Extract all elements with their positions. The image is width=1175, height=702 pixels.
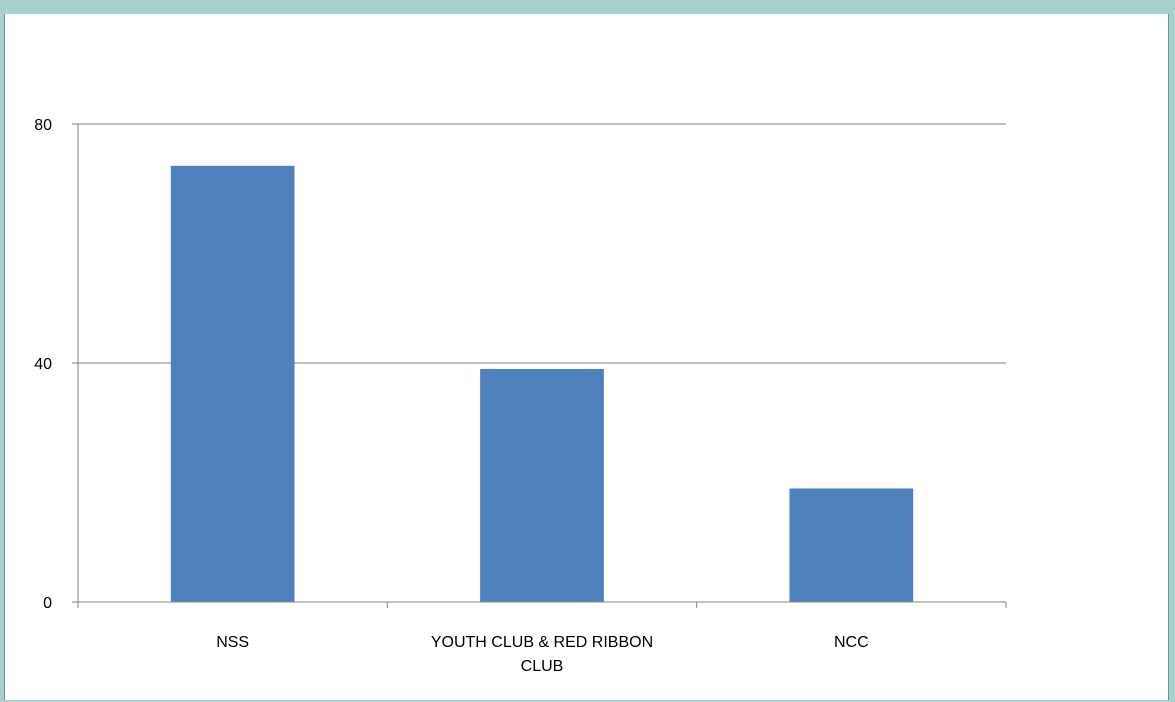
x-tick-label-0: NSS bbox=[216, 634, 249, 651]
bar-2 bbox=[789, 488, 914, 602]
x-tick-label-line: NSS bbox=[216, 634, 249, 651]
x-tick-label-line: NCC bbox=[834, 634, 869, 651]
y-tick-label-0: 0 bbox=[43, 595, 52, 612]
bar-chart: 0 40 80 NSS YOUTH CLUB & RED RIBBON CLUB NCC bbox=[34, 117, 1007, 675]
y-tick-label-40: 40 bbox=[34, 356, 52, 373]
bars bbox=[170, 165, 914, 602]
axes bbox=[72, 123, 1007, 608]
bar-0 bbox=[170, 165, 295, 602]
y-tick-label-80: 80 bbox=[34, 117, 52, 134]
x-tick-label-1: YOUTH CLUB & RED RIBBON CLUB bbox=[431, 634, 653, 675]
x-tick-label-line: CLUB bbox=[521, 658, 564, 675]
y-tick-labels: 0 40 80 bbox=[34, 117, 52, 612]
bar-1 bbox=[480, 368, 604, 602]
x-tick-labels: NSS YOUTH CLUB & RED RIBBON CLUB NCC bbox=[216, 634, 868, 675]
chart-frame: 0 40 80 NSS YOUTH CLUB & RED RIBBON CLUB NCC bbox=[4, 14, 1169, 700]
x-tick-label-2: NCC bbox=[834, 634, 869, 651]
x-tick-label-line: YOUTH CLUB & RED RIBBON bbox=[431, 634, 653, 651]
